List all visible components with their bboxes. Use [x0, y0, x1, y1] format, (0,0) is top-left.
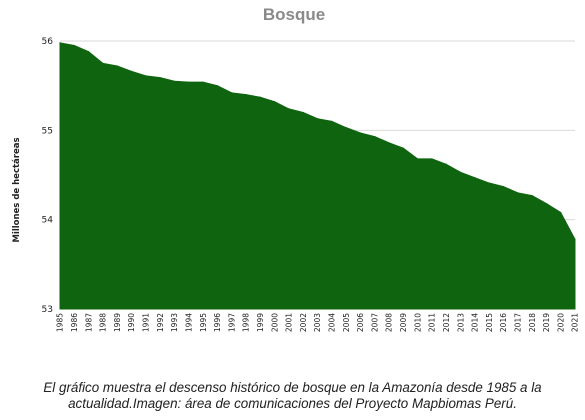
- series-area: [59, 42, 576, 310]
- x-tick-label: 1987: [84, 313, 93, 332]
- x-tick-label: 2000: [270, 313, 279, 332]
- data-point-2005: [345, 127, 347, 129]
- x-tick-label: 1985: [56, 313, 65, 332]
- caption-line-2: actualidad.Imagen: área de comunicacione…: [68, 396, 517, 411]
- caption-line-1: El gráfico muestra el descenso histórico…: [43, 380, 542, 395]
- y-axis-label: Millones de hectáreas: [12, 137, 22, 242]
- x-tick-label: 2019: [542, 313, 551, 332]
- x-tick-label: 2008: [385, 313, 394, 332]
- data-point-2003: [316, 118, 319, 120]
- x-tick-label: 1993: [170, 313, 179, 332]
- x-tick-label: 2014: [471, 313, 480, 332]
- data-point-2000: [273, 101, 276, 103]
- data-point-2001: [288, 108, 290, 110]
- x-axis-ticks: 1985 1986 1987 1988 1989 1990 1991 1992 1993 1994…: [56, 313, 580, 332]
- y-axis-ticks: 53 54 55 56: [42, 37, 54, 315]
- data-point-1989: [116, 65, 118, 67]
- x-tick-label: 2007: [370, 313, 379, 332]
- data-point-1998: [245, 94, 247, 96]
- x-tick-label: 2017: [513, 313, 522, 332]
- x-tick-label: 1997: [227, 313, 236, 332]
- x-tick-label: 1988: [99, 313, 108, 332]
- x-tick-label: 1990: [127, 313, 136, 332]
- x-tick-label: 1999: [256, 313, 265, 332]
- data-point-2017: [517, 192, 519, 194]
- area-chart: Bosque Millones de hectáreas 53 54 55 56 19…: [12, 5, 580, 332]
- data-point-2015: [488, 182, 490, 184]
- x-tick-label: 2009: [399, 313, 408, 332]
- y-tick-label: 53: [42, 305, 53, 315]
- y-tick-label: 55: [42, 126, 53, 136]
- x-tick-label: 2020: [556, 313, 565, 332]
- data-point-2020: [560, 211, 562, 214]
- x-tick-label: 2012: [442, 313, 451, 332]
- data-point-2016: [502, 186, 505, 188]
- x-tick-label: 1998: [242, 313, 251, 332]
- x-tick-label: 2005: [342, 313, 351, 332]
- y-tick-label: 56: [42, 37, 54, 47]
- x-tick-label: 1991: [142, 313, 151, 332]
- x-tick-label: 2013: [456, 313, 465, 332]
- y-tick-label: 54: [42, 216, 54, 226]
- data-point-2008: [388, 142, 390, 144]
- data-point-2012: [445, 163, 447, 165]
- x-tick-label: 1995: [199, 313, 208, 332]
- data-point-1999: [259, 96, 261, 98]
- data-point-1991: [145, 75, 147, 77]
- x-tick-label: 2018: [528, 313, 537, 332]
- data-point-2018: [531, 194, 533, 197]
- area-series: [59, 42, 576, 310]
- x-tick-label: 1996: [213, 313, 222, 332]
- chart-title: Bosque: [263, 5, 325, 24]
- x-tick-label: 1994: [184, 313, 193, 332]
- data-point-2021: [574, 238, 576, 240]
- x-tick-label: 2001: [285, 313, 294, 332]
- data-point-2009: [402, 147, 404, 149]
- data-point-1992: [159, 77, 161, 79]
- data-point-1994: [188, 81, 190, 83]
- data-point-1985: [59, 42, 61, 44]
- data-point-1988: [102, 62, 104, 64]
- data-point-1997: [231, 92, 233, 94]
- x-tick-label: 2015: [485, 313, 494, 332]
- data-point-2010: [417, 158, 419, 160]
- x-tick-label: 1986: [70, 313, 79, 332]
- data-point-2019: [545, 202, 547, 205]
- data-point-1993: [173, 80, 176, 82]
- data-point-2007: [374, 135, 376, 138]
- data-point-2004: [331, 120, 333, 122]
- data-point-1995: [202, 81, 204, 83]
- data-point-1990: [130, 70, 133, 72]
- x-tick-label: 2016: [499, 313, 508, 332]
- x-tick-label: 2004: [328, 313, 337, 332]
- x-tick-label: 2021: [571, 313, 580, 332]
- x-tick-label: 1989: [113, 313, 122, 332]
- x-tick-label: 2002: [299, 313, 308, 332]
- x-tick-label: 2010: [413, 313, 422, 332]
- figure-caption: El gráfico muestra el descenso histórico…: [0, 380, 585, 412]
- x-tick-label: 1992: [156, 313, 165, 332]
- x-tick-label: 2003: [313, 313, 322, 332]
- x-tick-label: 2006: [356, 313, 365, 332]
- data-point-2013: [459, 171, 462, 173]
- data-point-1987: [88, 51, 90, 53]
- data-point-2011: [431, 158, 433, 160]
- data-point-1996: [216, 85, 218, 87]
- data-point-2006: [359, 132, 362, 134]
- data-point-2014: [474, 177, 476, 179]
- data-point-2002: [302, 111, 304, 114]
- data-point-1986: [73, 44, 75, 47]
- x-tick-label: 2011: [428, 313, 437, 332]
